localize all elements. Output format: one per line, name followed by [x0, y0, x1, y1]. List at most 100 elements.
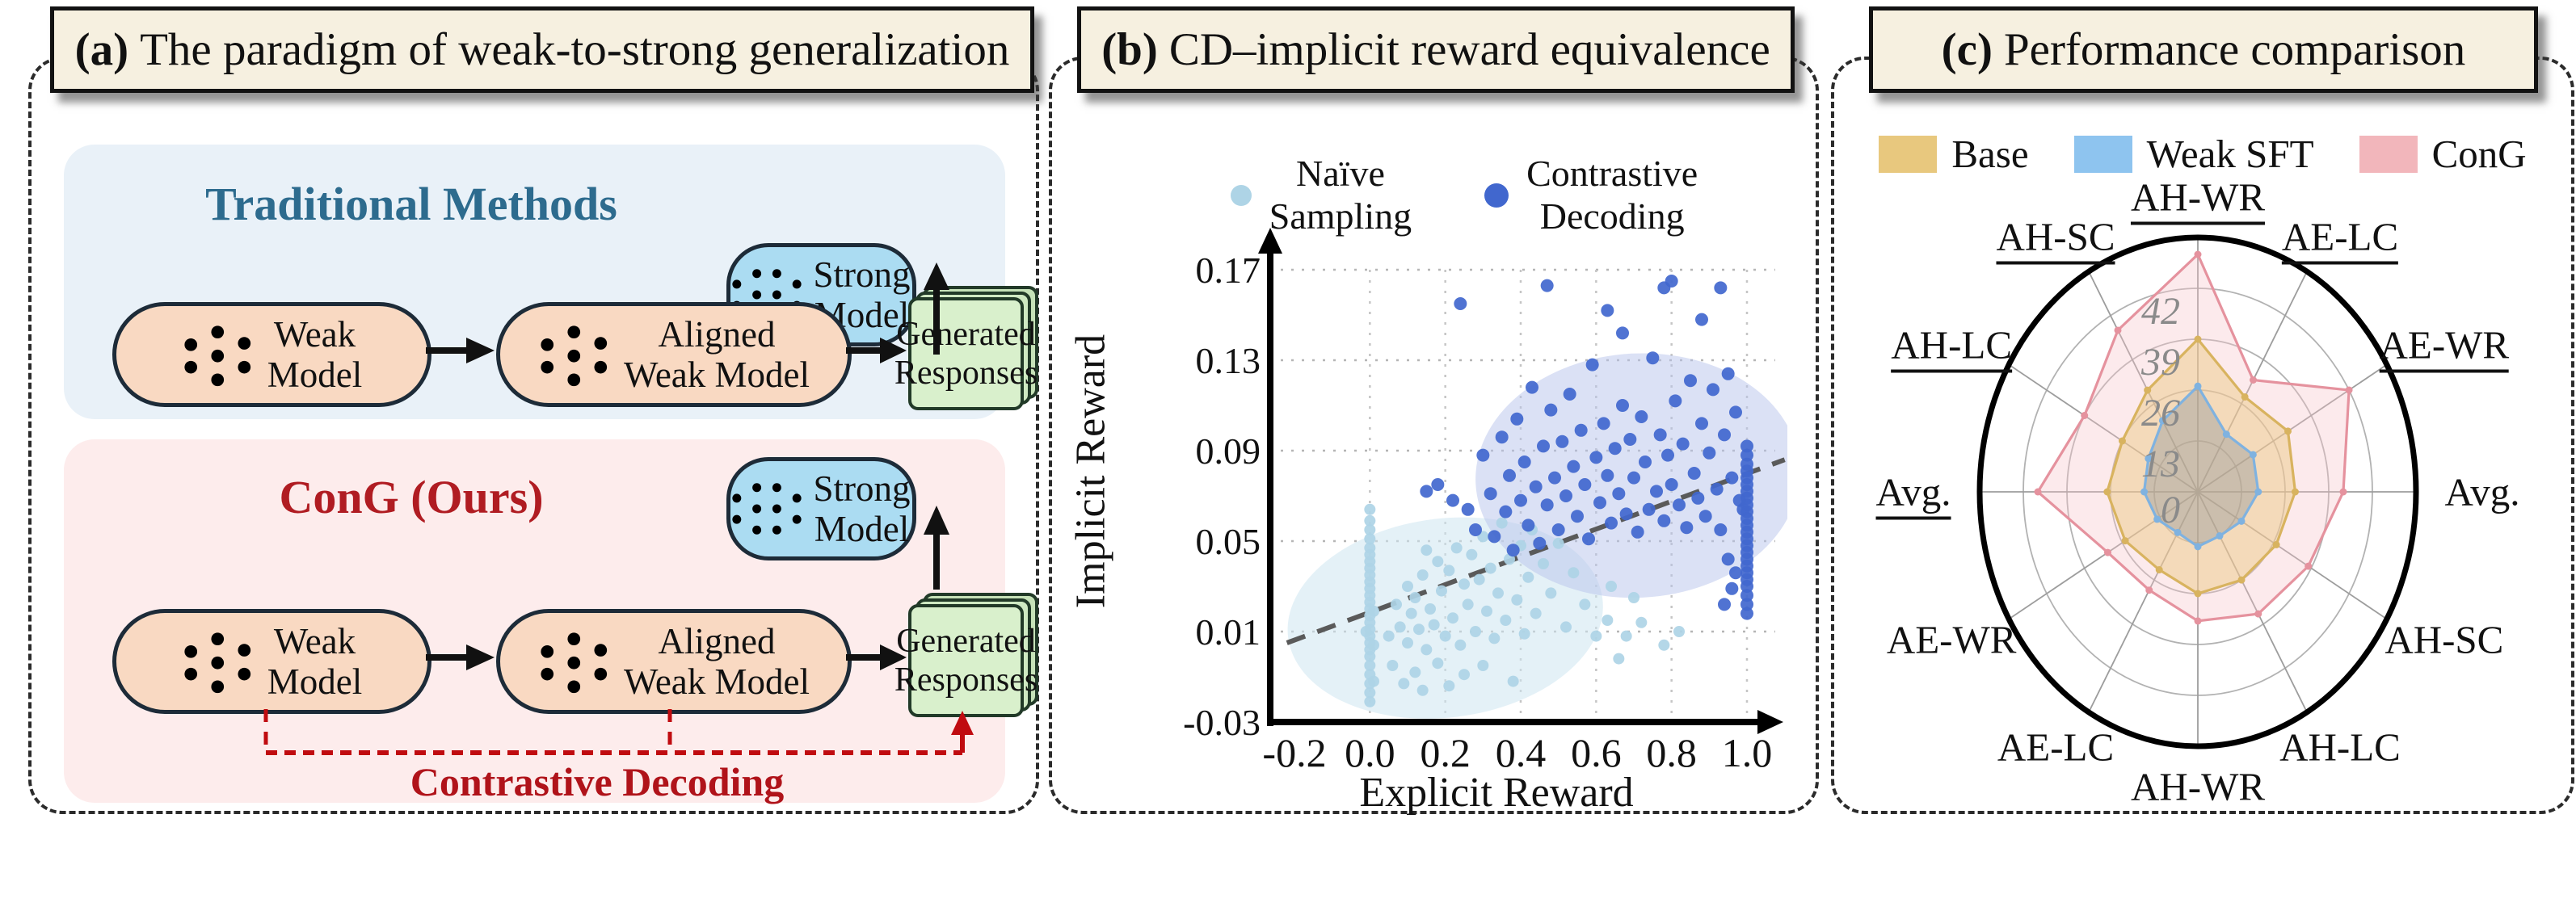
scatter-plot: 0.17 0.13 0.09 0.05 0.01 -0.03-0.2 0.0 0.2 0.4 0.…: [1183, 228, 1787, 770]
generated-line1: Generated: [896, 315, 1036, 353]
contrastive-decoding-label: Contrastive Decoding: [410, 759, 785, 804]
generated-responses-label: Generated Responses: [894, 622, 1038, 700]
legend-naive-sampling: Naïve Sampling: [1230, 153, 1412, 238]
generated-line2: Responses: [894, 355, 1038, 392]
base-swatch-icon: [1879, 135, 1938, 173]
svg-text:-0.03: -0.03: [1183, 702, 1261, 743]
aligned-weak-model-pill: Aligned Weak Model: [496, 609, 852, 714]
panel-a-title-text: The paradigm of weak-to-strong generaliz…: [140, 24, 1010, 75]
x-axis-title: Explicit Reward: [1359, 770, 1634, 816]
panel-a-tag: (a): [74, 24, 129, 75]
strong-model-pill: Strong Model: [726, 457, 916, 560]
aligned-weak-model-label: Aligned Weak Model: [624, 314, 810, 396]
radar-axis-label-avg: Avg.: [1875, 469, 1951, 520]
strong-model-label: Strong Model: [813, 254, 910, 336]
radar-axis-label-ae-lc: AE-LC: [2281, 213, 2399, 265]
radar-chart: 013 26 39 42: [1976, 234, 2419, 749]
radar-axis-label-avg: Avg.: [2444, 469, 2520, 514]
generated-responses-stack: Generated Responses: [894, 286, 1038, 415]
svg-text:0.8: 0.8: [1646, 730, 1697, 770]
naive-line1: Naïve: [1296, 153, 1385, 194]
weak-model-label: Weak Model: [267, 314, 363, 396]
weak-sft-label: Weak SFT: [2146, 132, 2314, 176]
weak-model-line2: Model: [267, 661, 363, 702]
svg-text:0.05: 0.05: [1196, 521, 1261, 562]
svg-text:0: 0: [2161, 489, 2180, 531]
cd-line1: Contrastive: [1526, 153, 1698, 194]
cong-ours-box: ConG (Ours) Strong Model Weak Model Alig: [64, 439, 1038, 804]
arrow-weak-to-aligned: [466, 338, 495, 363]
aligned-model-line2: Weak Model: [623, 355, 810, 395]
radar-axis-label-ah-sc: AH-SC: [2384, 617, 2504, 661]
generated-responses-label: Generated Responses: [894, 315, 1038, 393]
contrastive-decoding-dot-icon: [1484, 183, 1509, 208]
svg-text:0.09: 0.09: [1196, 430, 1261, 472]
panel-c-title-text: Performance comparison: [2003, 24, 2466, 75]
cong-swatch-icon: [2359, 135, 2418, 173]
strong-model-label: Strong Model: [813, 468, 910, 550]
weak-model-line2: Model: [267, 355, 363, 395]
panel-cd-implicit-reward: Naïve Sampling Contrastive Decoding 0.17…: [1049, 57, 1819, 816]
neural-network-icon: [541, 325, 608, 387]
traditional-methods-heading: Traditional Methods: [205, 178, 617, 230]
weak-model-pill: Weak Model: [112, 609, 431, 714]
neural-network-icon: [184, 325, 250, 387]
radar-axis-labels: AH-WR AE-LC AE-WR Avg. AH-SC AH-LC AH-WR AE-LC A…: [1834, 60, 2571, 811]
weak-model-pill: Weak Model: [112, 302, 431, 407]
panel-a-title: (a) The paradigm of weak-to-strong gener…: [50, 6, 1034, 93]
aligned-weak-model-label: Aligned Weak Model: [624, 621, 810, 703]
naive-sampling-label: Naïve Sampling: [1269, 153, 1412, 238]
svg-text:0.13: 0.13: [1196, 340, 1261, 381]
legend-contrastive-decoding: Contrastive Decoding: [1484, 153, 1698, 238]
neural-network-icon: [541, 632, 608, 694]
aligned-weak-model-pill: Aligned Weak Model: [496, 302, 852, 407]
generated-responses-card: Generated Responses: [894, 604, 1038, 717]
svg-text:-0.2: -0.2: [1262, 730, 1326, 770]
svg-text:0.0: 0.0: [1345, 730, 1395, 770]
neural-network-icon: [184, 632, 250, 694]
generated-responses-card: Generated Responses: [894, 297, 1038, 410]
radar-axis-label-ah-wr: AH-WR: [2130, 764, 2266, 809]
radar-axis-label-ae-lc: AE-LC: [1997, 724, 2115, 770]
svg-text:26: 26: [2141, 392, 2180, 435]
svg-text:13: 13: [2141, 443, 2180, 485]
aligned-model-line1: Aligned: [658, 620, 776, 661]
weak-model-label: Weak Model: [267, 621, 363, 703]
weak-model-line1: Weak: [273, 620, 356, 661]
svg-text:42: 42: [2141, 290, 2180, 333]
generated-line2: Responses: [894, 661, 1038, 699]
cd-line2: Decoding: [1539, 195, 1685, 237]
naive-sampling-dot-icon: [1230, 184, 1252, 206]
panel-performance-comparison: Base Weak SFT ConG 0 13 26 39 42 AH-WR AE-LC A…: [1831, 57, 2574, 814]
cong-label: ConG: [2431, 132, 2527, 176]
radar-axis-label-ae-wr: AE-WR: [2379, 321, 2510, 372]
legend-base: Base: [1879, 131, 2029, 177]
panel-weak-to-strong-paradigm: Traditional Methods Strong Model Weak Mo…: [28, 57, 1039, 814]
y-axis-title: Implicit Reward: [1067, 334, 1114, 609]
naive-line2: Sampling: [1269, 195, 1412, 237]
generated-responses-stack: Generated Responses: [894, 593, 1038, 722]
radar-axis-label-ah-wr: AH-WR: [2130, 174, 2266, 225]
panel-b-title-text: CD–implicit reward equivalence: [1168, 24, 1770, 75]
generated-line1: Generated: [896, 622, 1036, 660]
scatter-legend: Naïve Sampling Contrastive Decoding: [1149, 153, 1779, 238]
cong-heading: ConG (Ours): [279, 471, 544, 523]
radar-axis-label-ah-lc: AH-LC: [1891, 321, 2013, 372]
radar-axis-label-ah-lc: AH-LC: [2279, 724, 2401, 770]
radar-axis-label-ah-sc: AH-SC: [1996, 213, 2115, 265]
arrow-responses-to-strong: [924, 506, 949, 535]
svg-text:39: 39: [2140, 341, 2180, 384]
svg-text:0.01: 0.01: [1196, 611, 1261, 653]
legend-cong: ConG: [2359, 131, 2527, 177]
strong-model-line1: Strong: [813, 254, 911, 295]
arrow-weak-to-aligned: [466, 644, 495, 670]
svg-text:0.6: 0.6: [1571, 730, 1622, 770]
traditional-methods-box: Traditional Methods Strong Model Weak Mo…: [64, 145, 1038, 419]
contrastive-decoding-label: Contrastive Decoding: [1526, 153, 1698, 238]
panel-b-tag: (b): [1101, 24, 1158, 75]
svg-text:0.4: 0.4: [1496, 730, 1547, 770]
weak-sft-swatch-icon: [2073, 135, 2132, 173]
radar-axis-label-ae-wr: AE-WR: [1886, 617, 2017, 661]
panel-c-tag: (c): [1941, 24, 1993, 75]
